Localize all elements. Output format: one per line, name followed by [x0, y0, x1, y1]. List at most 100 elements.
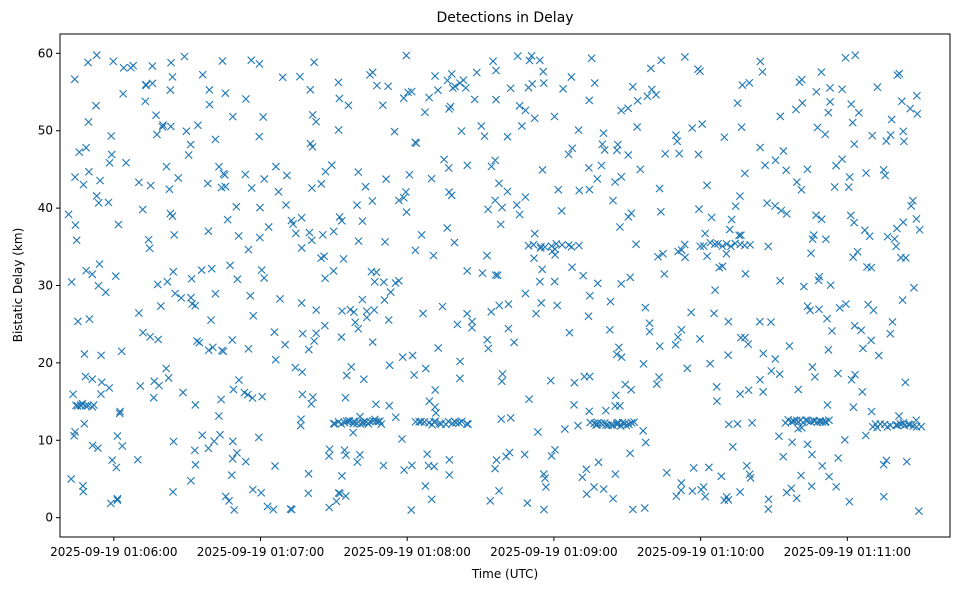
- data-point: [788, 438, 797, 447]
- data-point: [169, 487, 178, 496]
- data-point: [858, 344, 867, 353]
- data-point: [244, 344, 253, 353]
- data-point: [104, 198, 113, 207]
- data-point: [523, 499, 532, 508]
- data-point: [611, 178, 620, 186]
- data-point: [794, 385, 803, 394]
- data-point: [600, 145, 609, 154]
- data-point: [97, 378, 106, 387]
- data-point: [860, 226, 869, 235]
- data-point: [737, 123, 746, 132]
- data-point: [740, 333, 749, 342]
- data-point: [826, 97, 835, 106]
- data-point: [812, 87, 821, 96]
- data-point: [806, 417, 815, 426]
- data-point: [758, 67, 767, 76]
- data-point: [384, 315, 393, 324]
- data-point: [597, 161, 606, 170]
- data-point: [73, 401, 82, 410]
- data-point: [402, 51, 411, 60]
- data-point: [317, 179, 326, 188]
- data-point: [756, 143, 765, 152]
- data-point: [564, 150, 573, 159]
- data-point: [79, 180, 88, 189]
- data-point: [529, 240, 538, 249]
- data-point: [803, 165, 812, 174]
- data-point: [601, 406, 610, 415]
- data-point: [118, 442, 127, 450]
- data-point: [626, 449, 635, 458]
- data-point: [381, 237, 390, 246]
- data-point: [639, 426, 648, 435]
- data-point: [776, 276, 785, 285]
- data-point: [394, 196, 403, 205]
- data-point: [228, 112, 237, 121]
- data-point: [70, 75, 79, 84]
- data-point: [198, 431, 207, 440]
- data-point: [232, 202, 241, 211]
- data-point: [537, 299, 546, 308]
- data-point: [807, 450, 816, 459]
- data-point: [113, 431, 122, 440]
- data-point: [853, 247, 862, 256]
- data-point: [585, 291, 594, 300]
- data-point: [434, 344, 443, 353]
- data-point: [892, 242, 901, 251]
- data-point: [593, 279, 602, 288]
- data-point: [530, 254, 538, 263]
- data-point: [616, 422, 625, 431]
- data-point: [241, 170, 250, 179]
- data-point: [697, 485, 706, 494]
- data-point: [495, 301, 504, 310]
- data-point: [498, 369, 507, 378]
- chart-title: Detections in Delay: [436, 10, 573, 26]
- data-point: [492, 95, 501, 104]
- data-point: [217, 183, 226, 192]
- y-axis-label: Bistatic Delay (km): [11, 228, 25, 343]
- data-point: [733, 419, 742, 428]
- data-point: [779, 452, 788, 461]
- data-point: [587, 54, 596, 63]
- y-tick-label: 30: [38, 279, 53, 293]
- data-point: [725, 225, 734, 234]
- data-point: [116, 407, 125, 416]
- data-point: [764, 242, 773, 251]
- data-point: [825, 416, 833, 425]
- data-point: [698, 120, 707, 129]
- data-point: [639, 359, 648, 368]
- data-point: [724, 351, 733, 360]
- data-point: [306, 85, 315, 94]
- data-point: [568, 144, 577, 153]
- data-point: [906, 104, 915, 113]
- data-point: [546, 376, 555, 385]
- data-point: [538, 165, 547, 174]
- data-point: [641, 438, 650, 447]
- data-point: [812, 211, 821, 220]
- data-point: [308, 393, 317, 402]
- data-point: [455, 418, 464, 427]
- data-point: [386, 288, 395, 297]
- data-point: [517, 122, 526, 131]
- data-point: [567, 73, 576, 82]
- data-point: [797, 471, 806, 480]
- data-point: [585, 407, 594, 416]
- data-point: [550, 245, 559, 254]
- data-point: [330, 419, 339, 428]
- data-point: [882, 456, 891, 465]
- data-point: [755, 317, 764, 326]
- data-point: [912, 214, 921, 223]
- data-point: [912, 416, 921, 425]
- data-point: [823, 400, 832, 409]
- data-point: [117, 347, 126, 356]
- data-point: [114, 220, 123, 229]
- data-point: [308, 110, 317, 119]
- x-axis-ticks: 2025-09-19 01:06:00 2025-09-19 01:07:00 20…: [50, 537, 911, 559]
- data-point: [205, 100, 214, 109]
- data-point: [807, 482, 816, 491]
- data-point: [149, 393, 158, 402]
- data-point: [318, 230, 327, 239]
- data-point: [408, 351, 417, 360]
- data-point: [497, 415, 506, 424]
- data-point: [310, 58, 319, 67]
